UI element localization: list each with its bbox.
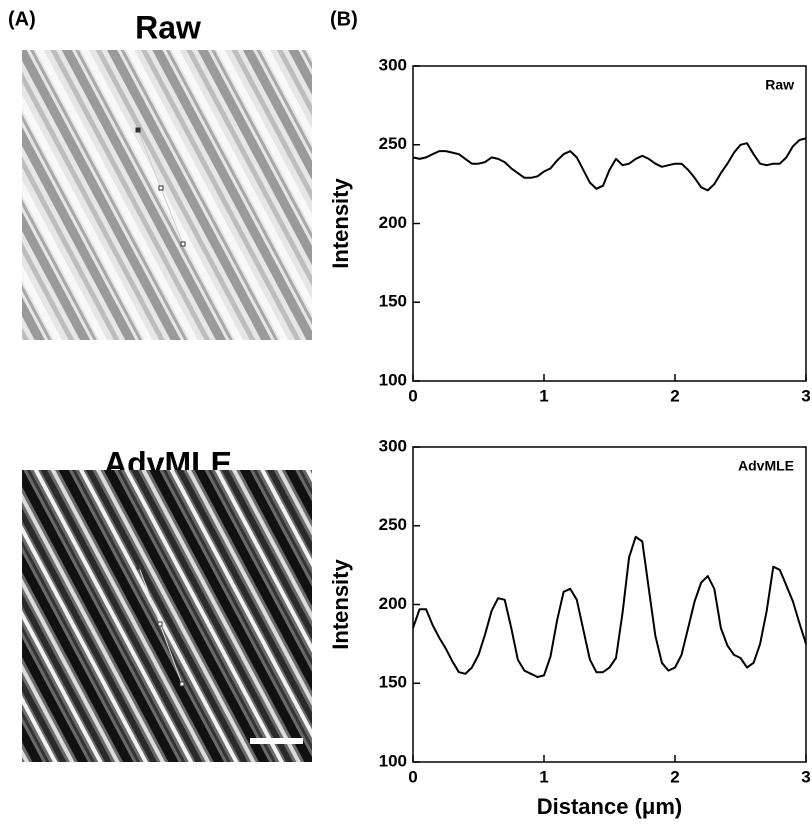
image-title: Raw: [135, 9, 201, 45]
y-tick-label: 150: [379, 673, 407, 692]
data-line: [412, 137, 807, 192]
chart-annotation: AdvMLE: [738, 458, 794, 474]
roi: [136, 564, 185, 687]
raw-image: [22, 50, 312, 340]
y-axis-label: Intensity: [328, 178, 353, 269]
panel-label: (A): [8, 8, 36, 30]
x-axis-label: Distance (μm): [537, 794, 683, 819]
x-tick-label: 2: [670, 386, 679, 405]
chart-annotation: Raw: [765, 77, 794, 93]
x-tick-label: 1: [539, 386, 548, 405]
advmle-image: [22, 470, 312, 762]
y-tick-label: 250: [379, 515, 407, 534]
x-tick-label: 3: [801, 767, 810, 786]
scale-bar: [250, 738, 303, 744]
y-tick-label: 300: [379, 436, 407, 455]
y-tick-label: 150: [379, 292, 407, 311]
plot-frame: [412, 446, 807, 763]
y-tick-label: 100: [379, 751, 407, 770]
x-tick-label: 0: [408, 767, 417, 786]
y-tick-label: 250: [379, 134, 407, 153]
x-tick-label: 3: [801, 386, 810, 405]
data-line: [412, 535, 807, 678]
y-tick-label: 200: [379, 213, 407, 232]
roi: [135, 127, 186, 247]
panel-label: (B): [330, 8, 358, 30]
x-tick-label: 2: [670, 767, 679, 786]
y-axis-label: Intensity: [328, 559, 353, 650]
plot-frame: [412, 65, 807, 382]
x-tick-label: 1: [539, 767, 548, 786]
y-tick-label: 100: [379, 370, 407, 389]
y-tick-label: 300: [379, 55, 407, 74]
y-tick-label: 200: [379, 594, 407, 613]
x-tick-label: 0: [408, 386, 417, 405]
